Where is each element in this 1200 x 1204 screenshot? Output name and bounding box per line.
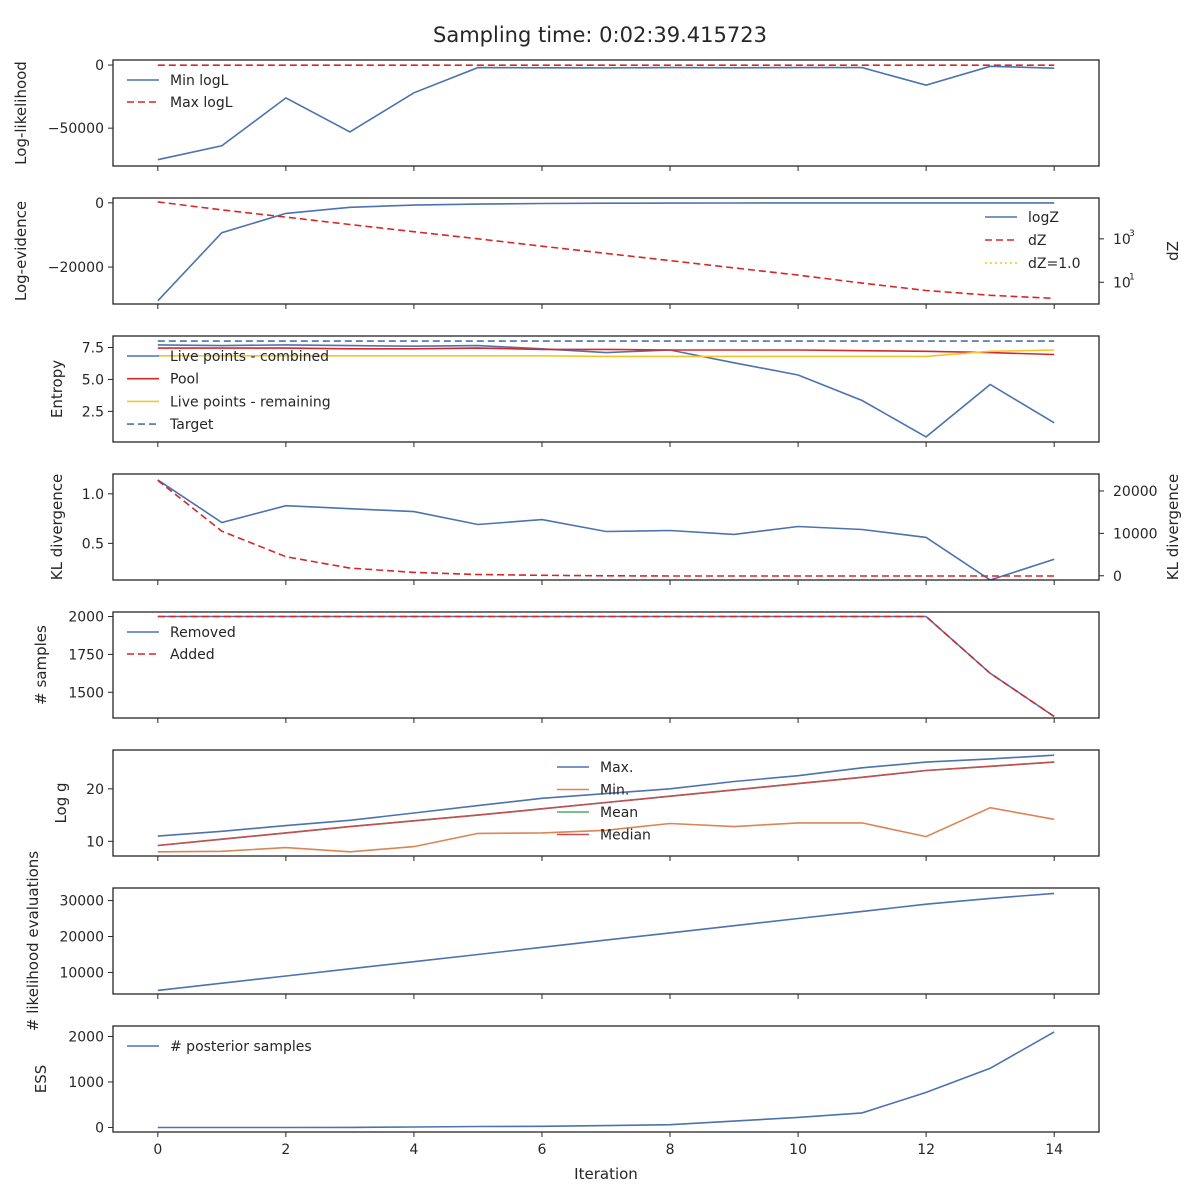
y2-tick-label-exponent: 3 (1129, 229, 1135, 239)
y2-tick-label-base: 10 (1113, 232, 1131, 248)
y-tick-label: 10 (86, 834, 104, 850)
panel-frame (112, 473, 1100, 581)
y-tick-label: 0 (95, 58, 104, 74)
panel-6: 10000 20000 30000 # likelihood evaluations (24, 851, 1100, 1031)
legend-label: Mean (600, 805, 638, 821)
legend-label: Max. (600, 760, 633, 776)
y-tick-label: 2.5 (82, 404, 104, 420)
y-tick-label: 1500 (68, 685, 104, 701)
y-tick-label: −50000 (48, 121, 104, 137)
y-tick-label: 10000 (59, 965, 104, 981)
y2-tick-label-exponent: 1 (1129, 272, 1135, 282)
x-tick-label: 0 (153, 1142, 162, 1158)
panel-frame (112, 197, 1100, 305)
y-axis-label: # likelihood evaluations (24, 851, 42, 1031)
legend-label: Removed (170, 625, 236, 641)
series-line-3-0 (157, 479, 1055, 580)
y-tick-label: 7.5 (82, 340, 104, 356)
legend-label: Max logL (170, 95, 233, 111)
x-tick-label: 4 (409, 1142, 418, 1158)
panel-2: 2.5 5.0 7.5 Entropy Live points - combined Po… (48, 335, 1100, 447)
y-tick-label: 30000 (59, 894, 104, 910)
series-line-0-0 (157, 65, 1055, 161)
panel-7: 0 1000 2000 0 2 4 6 8 10 12 14 ESS Iteration # poster… (32, 1025, 1100, 1183)
y2-tick-label-base: 10 (1113, 275, 1131, 291)
series-line-5-0 (157, 754, 1055, 837)
panel-3: 0.5 1.0 0 10000 20000 KL divergence KL diverge… (48, 473, 1182, 585)
panel-frame (112, 335, 1100, 443)
figure-title: Sampling time: 0:02:39.415723 (433, 23, 767, 47)
panel-frame (112, 59, 1100, 167)
x-tick-label: 14 (1045, 1142, 1063, 1158)
y2-tick-label: 10000 (1113, 526, 1158, 542)
y-tick-label: 1750 (68, 647, 104, 663)
legend-label: # posterior samples (170, 1039, 312, 1055)
series-line-2-1 (157, 347, 1055, 356)
y-axis-label: Entropy (48, 360, 66, 418)
y-tick-label: 0 (95, 1120, 104, 1136)
series-line-2-0 (157, 344, 1055, 438)
y-axis-label: Log-likelihood (12, 61, 30, 165)
series-line-4-1 (157, 615, 1055, 718)
y-tick-label: 20000 (59, 930, 104, 946)
y2-axis-label: KL divergence (1164, 474, 1182, 580)
y-tick-label: 2000 (68, 1029, 104, 1045)
legend-label: Target (169, 417, 214, 433)
y-axis-label: Log-evidence (12, 201, 30, 301)
series-line-5-3 (157, 761, 1055, 847)
y-tick-label: 1.0 (82, 487, 104, 503)
legend-label: logZ (1028, 210, 1059, 226)
series-line-2-2 (157, 349, 1055, 358)
series-line-7-0 (157, 1031, 1055, 1129)
legend-label: Min logL (170, 73, 229, 89)
legend-label: Added (170, 647, 215, 663)
y2-axis-label: dZ (1164, 241, 1182, 261)
series-line-1-1 (157, 201, 1055, 300)
panel-0: 0 −50000 Log-likelihood Min logL Max logL (12, 58, 1100, 171)
series-line-1-0 (157, 202, 1055, 302)
panel-frame (112, 887, 1100, 995)
series-line-5-1 (157, 806, 1055, 853)
y-tick-label: 20 (86, 782, 104, 798)
y-tick-label: 2000 (68, 610, 104, 626)
y-axis-label: KL divergence (48, 474, 66, 580)
legend-label: Pool (170, 372, 199, 388)
y-tick-label: 0.5 (82, 536, 104, 552)
y-tick-label: 0 (95, 196, 104, 212)
legend-label: dZ (1028, 233, 1046, 249)
y-axis-label: Log g (52, 782, 70, 823)
panel-frame (112, 611, 1100, 719)
series-line-3-1 (157, 479, 1055, 577)
panel-5: 10 20 Log g Max. Min. Mean Median (52, 749, 1100, 861)
legend-label: Live points - combined (170, 349, 329, 365)
panel-4: 1500 1750 2000 # samples Removed Added (32, 610, 1100, 723)
x-tick-label: 2 (281, 1142, 290, 1158)
x-axis-label: Iteration (574, 1165, 638, 1183)
legend-label: Live points - remaining (170, 394, 331, 410)
panel-frame (112, 749, 1100, 857)
legend-label: Median (600, 828, 651, 844)
y-axis-label: # samples (32, 625, 50, 705)
y-tick-label: 1000 (68, 1075, 104, 1091)
y-axis-label: ESS (32, 1065, 50, 1094)
y-tick-label: −20000 (48, 260, 104, 276)
x-tick-label: 10 (789, 1142, 807, 1158)
x-tick-label: 6 (538, 1142, 547, 1158)
legend-label: dZ=1.0 (1028, 256, 1080, 272)
y-tick-label: 5.0 (82, 372, 104, 388)
x-tick-label: 8 (666, 1142, 675, 1158)
x-tick-label: 12 (917, 1142, 935, 1158)
panel-frame (112, 1025, 1100, 1133)
y2-tick-label: 20000 (1113, 484, 1158, 500)
y2-tick-label: 0 (1113, 569, 1122, 585)
series-line-6-0 (157, 892, 1055, 992)
legend-label: Min. (600, 783, 629, 799)
